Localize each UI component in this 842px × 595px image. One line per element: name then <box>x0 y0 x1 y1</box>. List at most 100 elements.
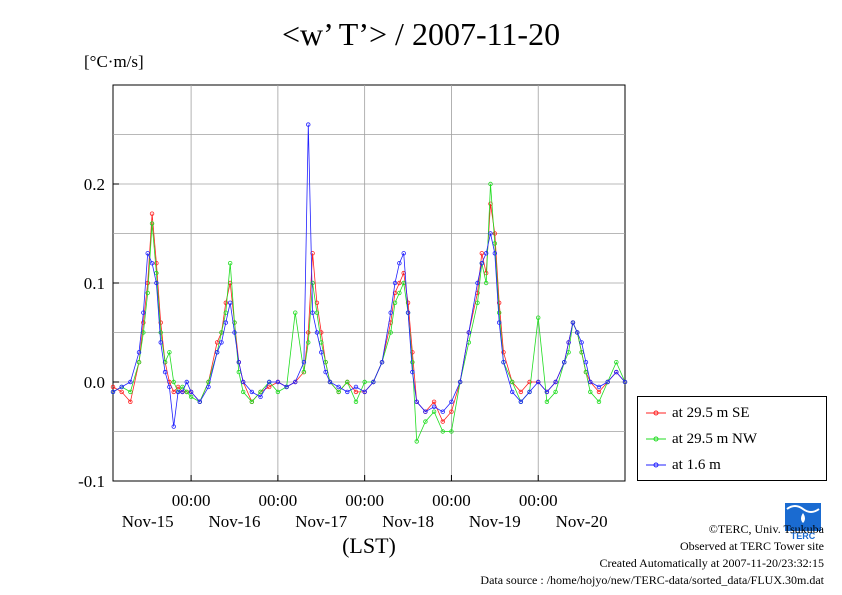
data-point <box>171 424 176 429</box>
data-point <box>431 404 437 409</box>
data-point <box>336 384 341 390</box>
data-point <box>536 315 541 320</box>
data-point <box>596 384 602 390</box>
data-point <box>306 340 311 345</box>
data-point <box>496 320 502 325</box>
data-point <box>562 360 567 365</box>
x-day-label: Nov-20 <box>556 512 608 531</box>
data-point <box>379 360 385 365</box>
data-point <box>258 389 263 395</box>
data-point <box>371 379 376 385</box>
data-point <box>197 399 202 404</box>
x-tick-time-label: 00:00 <box>519 491 558 510</box>
data-point <box>553 389 558 395</box>
data-point <box>475 300 480 305</box>
data-point <box>553 379 558 385</box>
data-point <box>249 399 255 404</box>
data-point <box>397 261 402 266</box>
data-point <box>180 389 185 395</box>
data-point <box>353 389 359 395</box>
legend-swatch-nw <box>646 436 666 442</box>
y-axis-unit-label: [°C·m/s] <box>84 52 144 71</box>
legend-swatch-se <box>646 410 666 416</box>
legend-item-se: at 29.5 m SE <box>646 403 750 423</box>
data-point <box>336 389 341 395</box>
data-point <box>227 300 233 305</box>
data-point <box>275 379 281 385</box>
data-point <box>154 280 159 286</box>
data-point <box>605 379 610 385</box>
data-point <box>488 181 493 187</box>
data-point <box>167 350 172 355</box>
data-point <box>149 221 155 226</box>
data-point <box>345 379 350 385</box>
data-point <box>301 369 307 375</box>
x-day-label: Nov-16 <box>209 512 261 531</box>
credit-created: Created Automatically at 2007-11-20/23:3… <box>599 556 824 570</box>
legend-label-nw: at 29.5 m NW <box>672 430 757 447</box>
data-point <box>267 384 272 390</box>
x-tick-time-label: 00:00 <box>259 491 298 510</box>
data-point <box>314 330 320 335</box>
data-point <box>306 122 311 127</box>
credit-copyright: ©TERC, Univ. Tsukuba <box>708 522 824 536</box>
data-point <box>388 310 393 315</box>
data-point <box>240 379 246 385</box>
x-tick-time-label: 00:00 <box>345 491 384 510</box>
data-point <box>128 379 133 385</box>
data-point <box>488 231 493 236</box>
data-point <box>353 384 359 390</box>
data-point <box>431 409 437 414</box>
data-point <box>301 360 307 365</box>
data-point <box>293 379 298 385</box>
data-point <box>614 360 619 365</box>
data-point <box>501 350 506 355</box>
data-point <box>145 290 150 296</box>
x-tick-time-label: 00:00 <box>172 491 211 510</box>
data-point <box>110 384 116 390</box>
data-point <box>306 330 311 335</box>
data-point <box>614 369 619 375</box>
data-point <box>232 330 237 335</box>
data-point <box>392 280 398 286</box>
data-point <box>310 310 315 315</box>
data-point <box>588 389 593 395</box>
data-point <box>536 379 541 385</box>
y-tick-label: -0.1 <box>78 472 105 491</box>
logo-text: TERC <box>791 531 816 541</box>
legend-item-nw: at 29.5 m NW <box>646 429 757 449</box>
y-tick-label: 0.2 <box>84 175 105 194</box>
series-layer <box>110 122 628 444</box>
data-point <box>431 399 437 404</box>
data-point <box>206 384 211 390</box>
data-point <box>310 251 315 256</box>
data-point <box>397 290 402 296</box>
credit-source: Data source : /home/hojyo/new/TERC-data/… <box>480 573 824 587</box>
data-point <box>527 379 532 385</box>
y-tick-label: 0.0 <box>84 373 105 392</box>
data-point <box>509 379 515 385</box>
data-point <box>314 310 320 315</box>
data-point <box>284 384 289 390</box>
data-point <box>267 379 272 385</box>
data-point <box>410 360 415 365</box>
data-point <box>492 251 498 256</box>
data-point <box>501 360 506 365</box>
data-point <box>223 300 229 305</box>
data-point <box>141 310 146 315</box>
chart-title: <w’ T’> / 2007-11-20 <box>281 16 561 52</box>
data-point <box>423 409 428 414</box>
data-point <box>440 419 445 424</box>
data-point <box>214 350 220 355</box>
data-point <box>492 231 498 236</box>
data-point <box>145 251 150 256</box>
data-point <box>158 340 163 345</box>
data-point <box>249 389 255 395</box>
data-point <box>457 379 463 385</box>
data-point <box>527 389 532 395</box>
data-point <box>518 389 524 395</box>
data-point <box>388 330 393 335</box>
data-point <box>566 340 571 345</box>
data-point <box>570 320 576 325</box>
data-point <box>323 369 328 375</box>
